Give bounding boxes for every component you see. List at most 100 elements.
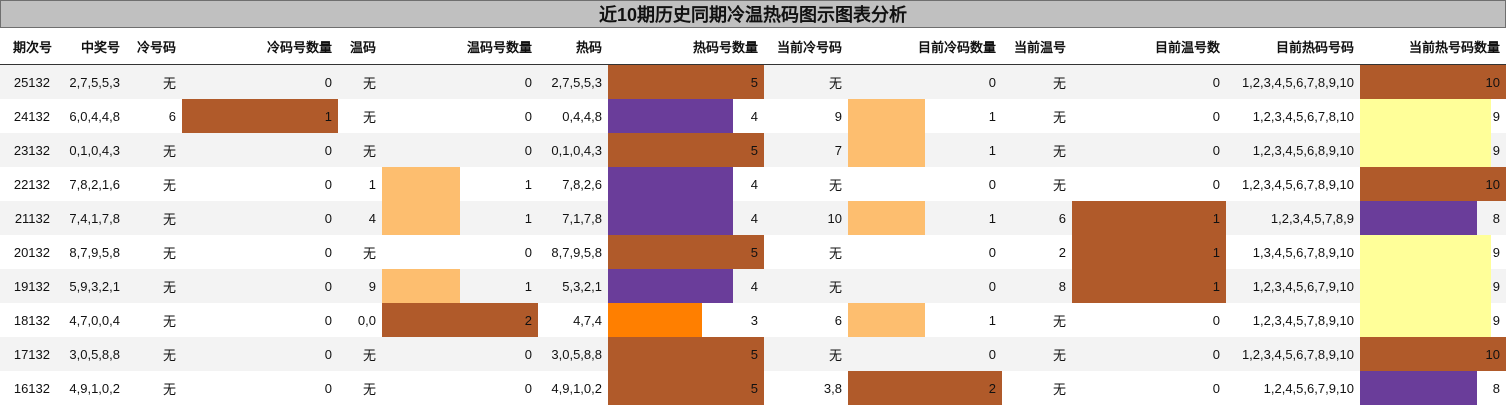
- cell-value: 0: [324, 142, 332, 158]
- cell-value: 2: [524, 312, 532, 328]
- data-bar: [848, 303, 925, 337]
- cur-cold-cell: 无: [764, 64, 848, 99]
- cur-cold-header: 当前冷号码: [764, 28, 848, 65]
- data-bar: [608, 269, 733, 303]
- hot-cell: 7,1,7,8: [538, 201, 608, 235]
- table-row: 25132 2,7,5,5,3 无 0 无 0 2,7,5,5,3 5 无 0 无 0 1,2,3,4,…: [0, 64, 1506, 99]
- cur-hot-count-cell: 8: [1360, 201, 1506, 235]
- cur-hot-cell: 1,2,3,4,5,6,7,8,10: [1226, 99, 1360, 133]
- cell-value: 0: [1212, 176, 1220, 192]
- cold-header: 冷号码: [126, 28, 182, 65]
- cell-value: 0: [988, 244, 996, 260]
- cur-hot-cell: 1,2,3,4,5,7,8,9: [1226, 201, 1360, 235]
- cold-cell: 无: [126, 167, 182, 201]
- data-bar: [1360, 167, 1506, 201]
- cell-value: 0: [1212, 74, 1220, 90]
- warm-count-cell: 1: [382, 167, 538, 201]
- table-row: 23132 0,1,0,4,3 无 0 无 0 0,1,0,4,3 5 7 1 无 0 1,2,3,4,…: [0, 133, 1506, 167]
- cur-hot-count-cell: 10: [1360, 64, 1506, 99]
- cell-value: 1: [524, 176, 532, 192]
- cell-value: 5: [750, 74, 758, 90]
- cur-cold-cell: 10: [764, 201, 848, 235]
- hot-count-cell: 5: [608, 337, 764, 371]
- cur-hot-count-cell: 9: [1360, 269, 1506, 303]
- data-bar: [1360, 235, 1492, 269]
- hot-cell: 8,7,9,5,8: [538, 235, 608, 269]
- cur-cold-cell: 6: [764, 303, 848, 337]
- period-cell: 17132: [0, 337, 56, 371]
- cur-warm-header: 当前温号: [1002, 28, 1072, 65]
- cur-cold-cell: 无: [764, 235, 848, 269]
- cur-warm-cell: 无: [1002, 99, 1072, 133]
- winning-cell: 7,4,1,7,8: [56, 201, 126, 235]
- winning-cell: 6,0,4,4,8: [56, 99, 126, 133]
- analysis-table: 期次号 中奖号 冷号码 冷码号数量 温码 温码号数量 热码 热码号数量 当前冷号码 目前冷码数量当…: [0, 28, 1506, 405]
- cur-warm-count-cell: 0: [1072, 167, 1226, 201]
- cur-hot-cell: 1,2,3,4,5,6,7,8,9,10: [1226, 167, 1360, 201]
- cell-value: 0: [324, 312, 332, 328]
- table-row: 21132 7,4,1,7,8 无 0 4 1 7,1,7,8 4 10 1 6 1 1,2,3,4,5…: [0, 201, 1506, 235]
- cur-cold-cell: 无: [764, 269, 848, 303]
- cur-cold-count-cell: 0: [848, 337, 1002, 371]
- cell-value: 0: [324, 244, 332, 260]
- data-bar: [1360, 337, 1506, 371]
- warm-count-cell: 0: [382, 371, 538, 405]
- cur-hot-cell: 1,2,3,4,5,6,7,8,9,10: [1226, 64, 1360, 99]
- cur-cold-count-cell: 2: [848, 371, 1002, 405]
- hot-cell: 4,7,4: [538, 303, 608, 337]
- cold-count-cell: 0: [182, 269, 338, 303]
- data-bar: [1360, 133, 1492, 167]
- hot-count-cell: 4: [608, 99, 764, 133]
- winning-cell: 3,0,5,8,8: [56, 337, 126, 371]
- cold-cell: 无: [126, 337, 182, 371]
- cell-value: 1: [524, 278, 532, 294]
- cold-cell: 无: [126, 201, 182, 235]
- warm-count-cell: 0: [382, 337, 538, 371]
- hot-count-cell: 4: [608, 167, 764, 201]
- data-bar: [1360, 201, 1477, 235]
- table-body: 25132 2,7,5,5,3 无 0 无 0 2,7,5,5,3 5 无 0 无 0 1,2,3,4,…: [0, 64, 1506, 405]
- warm-cell: 9: [338, 269, 382, 303]
- cell-value: 1: [1212, 210, 1220, 226]
- cur-hot-header: 目前热码号码: [1226, 28, 1360, 65]
- data-bar: [1360, 303, 1492, 337]
- warm-cell: 无: [338, 133, 382, 167]
- table-row: 22132 7,8,2,1,6 无 0 1 1 7,8,2,6 4 无 0 无 0 1,2,3,4,5,…: [0, 167, 1506, 201]
- data-bar: [848, 133, 925, 167]
- period-cell: 19132: [0, 269, 56, 303]
- cell-value: 9: [1492, 142, 1500, 158]
- hot-count-cell: 5: [608, 371, 764, 405]
- cell-value: 10: [1485, 346, 1500, 362]
- cur-hot-cell: 1,3,4,5,6,7,8,9,10: [1226, 235, 1360, 269]
- cell-value: 5: [750, 142, 758, 158]
- data-bar: [848, 371, 1002, 405]
- report-title: 近10期历史同期冷温热码图示图表分析: [0, 0, 1506, 28]
- cur-warm-cell: 无: [1002, 133, 1072, 167]
- hot-cell: 0,1,0,4,3: [538, 133, 608, 167]
- cell-value: 1: [1212, 278, 1220, 294]
- cur-cold-count-cell: 1: [848, 133, 1002, 167]
- period-cell: 23132: [0, 133, 56, 167]
- cur-hot-count-cell: 9: [1360, 133, 1506, 167]
- warm-count-header: 温码号数量: [382, 28, 538, 65]
- cur-warm-cell: 无: [1002, 371, 1072, 405]
- winning-header: 中奖号: [56, 28, 126, 65]
- warm-count-cell: 2: [382, 303, 538, 337]
- cell-value: 8: [1492, 380, 1500, 396]
- hot-count-cell: 5: [608, 235, 764, 269]
- cell-value: 0: [988, 346, 996, 362]
- data-bar: [1360, 371, 1477, 405]
- warm-cell: 1: [338, 167, 382, 201]
- cold-count-cell: 0: [182, 371, 338, 405]
- hot-count-cell: 4: [608, 269, 764, 303]
- cur-warm-count-cell: 1: [1072, 201, 1226, 235]
- cell-value: 0: [1212, 346, 1220, 362]
- data-bar: [608, 99, 733, 133]
- cur-cold-count-cell: 1: [848, 99, 1002, 133]
- cur-hot-cell: 1,2,3,4,5,6,7,9,10: [1226, 269, 1360, 303]
- table-row: 16132 4,9,1,0,2 无 0 无 0 4,9,1,0,2 5 3,8 2 无 0 1,2,4,…: [0, 371, 1506, 405]
- hot-cell: 7,8,2,6: [538, 167, 608, 201]
- cell-value: 9: [1492, 278, 1500, 294]
- warm-count-cell: 0: [382, 235, 538, 269]
- cell-value: 4: [750, 176, 758, 192]
